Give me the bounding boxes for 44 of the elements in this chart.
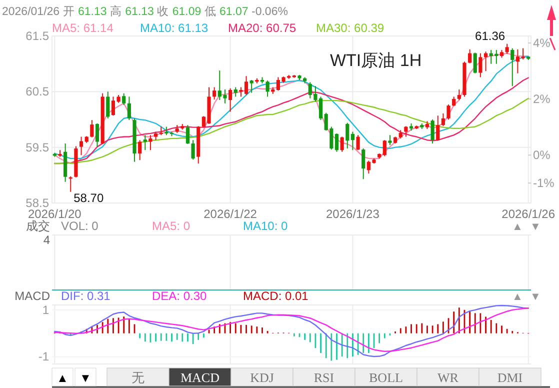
text: BOLL [369,370,404,385]
annotation: 58.70 [74,190,104,205]
text: ▲ [512,221,523,233]
series-label: DIF: 0.31 [61,289,111,303]
y2-tick-label: 4% [533,36,551,50]
text: 2026/01/26 开 61.13 高 61.13 收 61.09 低 61.07 -0.06% [2,6,288,18]
y-tick-label: -1 [38,350,50,364]
text: VOL: 0 [61,219,99,233]
text: ▲ [56,371,68,385]
y-tick-label: 58.5 [26,196,50,210]
series-label: DEA: 0.30 [152,289,208,303]
text: ▼ [80,371,92,385]
y-tick-label: 60.5 [26,84,50,99]
x-tick-label: 2026/1/23 [326,207,380,221]
x-tick-label: 2026/1/22 [204,207,258,221]
text: DMI [497,370,523,385]
text: ▼ [530,221,541,233]
y2-tick-label: -1% [533,176,555,190]
text: ▼ [530,291,541,303]
text: 4 [43,233,50,247]
text: 成交 [26,219,50,233]
y-tick-label: 1 [42,302,50,317]
x-tick-label: 2026/1/26 [502,207,556,221]
text: 无 [132,370,144,385]
text: MACD [180,370,220,385]
text: MA30: 60.39 [316,21,384,35]
text: KDJ [250,370,274,385]
text: ▲ [512,291,523,303]
text: MA10: 61.13 [140,21,208,35]
text: MA5: 61.14 [52,21,114,35]
y-axis-title: MACD [14,289,50,303]
y-tick-label: 59.5 [26,140,50,154]
annotation: 61.36 [475,28,506,43]
text: WR [438,370,459,385]
x-tick-label: 2026/1/20 [28,207,82,221]
text: MA10: 0 [243,219,288,233]
text: WTI原油 1H [330,51,422,70]
series-label: MACD: 0.01 [243,289,309,303]
text: RSI [314,370,334,385]
text: MA20: 60.75 [228,21,296,35]
y2-tick-label: 0% [533,148,551,162]
y2-tick-label: 2% [533,92,551,106]
y-tick-label: 61.5 [26,29,50,43]
text: MA5: 0 [152,219,190,233]
